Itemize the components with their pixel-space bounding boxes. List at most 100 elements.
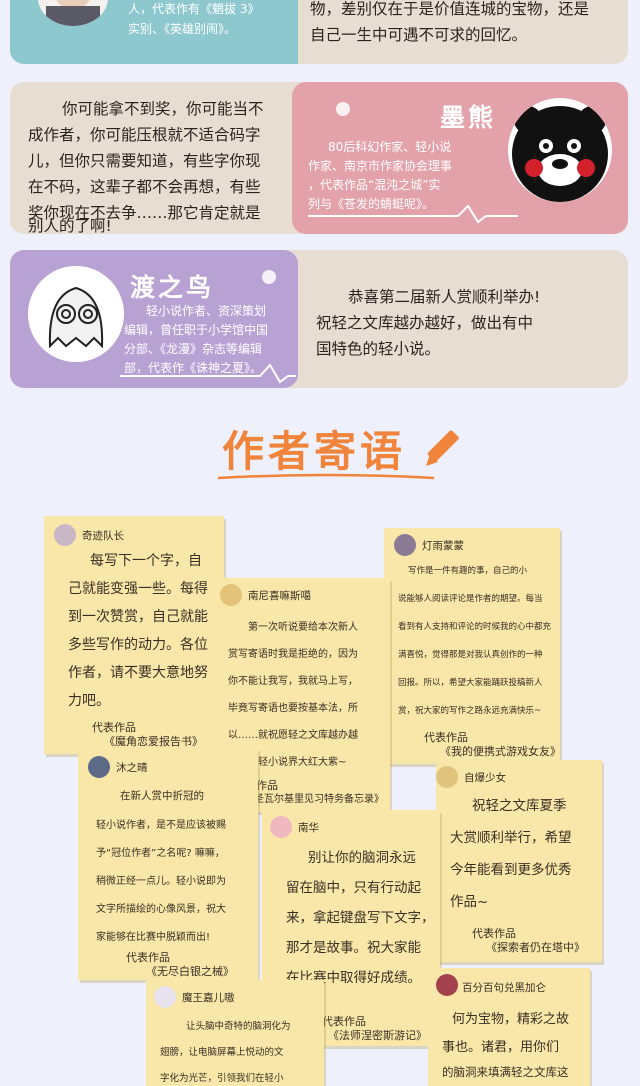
- author-message-line: 国特色的轻小说。: [316, 340, 441, 358]
- note-line: 作品~: [450, 894, 489, 910]
- author-intro-line: 分部、《龙漫》杂志等编辑: [124, 342, 263, 356]
- note-line: 予“冠位作者”之名呢? 嘛嘛，: [96, 848, 225, 859]
- author-intro-line: 轻小说作者、资深策划: [146, 304, 267, 318]
- note-line: 作者，请不要大意地努: [68, 665, 208, 681]
- note-line: 力吧。: [68, 693, 110, 709]
- note-line: 让头脑中奇特的脑洞化为: [186, 1021, 291, 1032]
- note-rep-label: 代表作品: [126, 951, 170, 964]
- author-avatar-icon: [270, 816, 292, 838]
- note-line: 文字所描绘的心像风景，祝大: [96, 904, 226, 915]
- note-line: 写作是一件有趣的事，自己的小: [408, 566, 528, 576]
- author-intro-line: 作家、南京市作家协会理事: [308, 159, 453, 173]
- note-rep-title: 《探索者仍在塔中》: [486, 941, 585, 954]
- author-name: 渡之鸟: [130, 273, 215, 302]
- note-line: 的脑洞来填满轻之文库这: [442, 1065, 569, 1079]
- note-rep-label: 代表作品: [322, 1015, 366, 1028]
- author-intro-line: 列与《苍发的蜻蜓呢》。: [308, 197, 435, 211]
- zigzag-line-icon: [308, 204, 518, 224]
- author-avatar-icon: [220, 584, 242, 606]
- author-note-name: 南尼喜嘛斯噶: [248, 590, 311, 602]
- author-avatar-icon: [154, 986, 176, 1008]
- note-line: 翅膀，让电脑屏幕上悦动的文: [160, 1047, 284, 1058]
- author-avatar-icon: [88, 756, 110, 778]
- note-line: 第一次听说要给本次新人: [248, 622, 358, 633]
- author-message-line: 在不码，这辈子都不会再想，有些: [28, 178, 261, 196]
- author-intro-line: 部，代表作《诛神之夏》。: [124, 361, 263, 375]
- author-message-line: 成作者，你可能压根就不适合码字: [28, 126, 261, 144]
- note-line: 今年能看到更多优秀: [450, 862, 572, 878]
- note-line: 字化为光芒，引领我们在轻小: [160, 1073, 284, 1084]
- author-note-name: 沐之晴: [116, 762, 148, 774]
- author-note-7: 魔王嘉儿嗷 让头脑中奇特的脑洞化为 翅膀，让电脑屏幕上悦动的文 字化为光芒，引领…: [146, 980, 324, 1086]
- author-intro-line: 编辑，曾任职于小学馆中国: [124, 323, 269, 337]
- note-line: 轻小说作者，是不是应该被赐: [96, 820, 226, 831]
- note-line: 在新人赏中折冠的: [120, 790, 204, 802]
- author-name: 墨熊: [440, 103, 497, 132]
- note-rep-label: 代表作品: [472, 927, 516, 940]
- note-rep-title: 《无尽白银之械》: [146, 965, 234, 978]
- author-avatar-icon: [54, 524, 76, 546]
- author-note-name: 南华: [298, 822, 319, 834]
- note-line: 来，拿起键盘写下文字，: [286, 910, 435, 926]
- note-rep-title: 《我的便携式游戏女友》: [440, 745, 561, 758]
- author-note-4: 沐之晴 在新人赏中折冠的 轻小说作者，是不是应该被赐 予“冠位作者”之名呢? 嘛…: [78, 748, 258, 980]
- ghost-avatar-icon: [28, 266, 124, 362]
- note-line: 好，在轻小说界大红大紫~: [228, 757, 347, 768]
- author-note-1: 奇迹队长 每写下一个字，自 己就能变强一些。每得 到一次赞赏，自己就能 多些写作…: [44, 516, 224, 754]
- note-line: 那才是故事。祝大家能: [286, 940, 421, 956]
- author-message-line: 儿，但你只需要知道，有些字你现: [28, 152, 261, 170]
- author-message-line: 恭喜第二届新人赏顺利举办!: [348, 288, 541, 306]
- author-card-2: 墨熊 80后科幻作家、轻小说 作家、南京市作家协会理事 ，代表作品“混沌之城”实…: [10, 82, 628, 234]
- author-intro-line: 人，代表作有《魍拔 3》: [128, 2, 260, 16]
- note-rep-title: 《圣瓦尔基里见习特务备忘录》: [244, 794, 384, 805]
- author-message-line: 祝轻之文库越办越好，做出有中: [316, 314, 534, 332]
- author-avatar-icon: [436, 766, 458, 788]
- author-note-name: 魔王嘉儿嗷: [182, 992, 235, 1004]
- author-message-line: 物，差别仅在于是价值连城的宝物，还是: [310, 0, 590, 18]
- author-note-name: 自爆少女: [464, 772, 506, 784]
- note-line: 满喜悦，觉得那是对我认真创作的一种: [398, 650, 543, 660]
- note-line: 稍微正经一点儿。轻小说即为: [96, 876, 226, 887]
- note-line: 留在脑中，只有行动起: [286, 880, 421, 896]
- note-line: 到一次赞赏，自己就能: [68, 609, 208, 625]
- author-note-6: 自爆少女 祝轻之文库夏季 大赏顺利举行，希望 今年能看到更多优秀 作品~ 代表作…: [436, 760, 602, 962]
- note-line: 以……就祝愿轻之文库越办越: [228, 730, 358, 741]
- note-rep-label: 代表作品: [92, 721, 136, 734]
- author-note-3: 灯雨蒙蒙 写作是一件有趣的事，自己的小 说能够人阅读评论是作者的期望。每当 看到…: [384, 528, 561, 764]
- note-rep-label: 代表作品: [424, 731, 468, 744]
- zigzag-line-icon: [120, 363, 296, 384]
- note-line: 你不能让我写，我就马上写，: [228, 676, 358, 687]
- author-card-1: 人，代表作有《魍拔 3》 实别、《英雄别闹》。 物，差别仅在于是价值连城的宝物，…: [10, 0, 628, 64]
- author-avatar-icon: [394, 534, 416, 556]
- author-intro-line: 80后科幻作家、轻小说: [328, 140, 452, 154]
- pencil-icon: [426, 430, 459, 466]
- note-line: 事也。诸君，用你们: [442, 1040, 560, 1055]
- note-line: 何为宝物，精彩之故: [452, 1012, 570, 1027]
- note-line: 赏，祝大家的写作之路永远充满快乐~: [398, 706, 542, 716]
- decorative-dot-icon: [336, 102, 350, 116]
- author-message-line: 自己一生中可遇不可求的回忆。: [310, 26, 528, 44]
- author-intro-line: ，代表作品“混沌之城”实: [308, 178, 441, 192]
- note-line: 大赏顺利举行，希望: [450, 830, 572, 846]
- author-note-8: 百分百句兑黑加仑 何为宝物，精彩之故 事也。诸君，用你们 的脑洞来填满轻之文库这: [428, 968, 590, 1086]
- author-note-name: 灯雨蒙蒙: [422, 540, 464, 552]
- note-rep-title: 《法师涅密斯游记》: [328, 1029, 427, 1042]
- note-line: 祝轻之文库夏季: [472, 798, 567, 814]
- note-line: 己就能变强一些。每得: [68, 581, 208, 597]
- kumamon-avatar-icon: [508, 98, 612, 202]
- author-card-3: 渡之鸟 轻小说作者、资深策划 编辑，曾任职于小学馆中国 分部、《龙漫》杂志等编辑…: [10, 250, 628, 388]
- author-message-line: 你可能拿不到奖，你可能当不: [62, 100, 264, 118]
- decorative-dot-icon: [262, 270, 276, 284]
- note-line: 回报。所以，希望大家能踊跃投稿新人: [398, 678, 543, 688]
- note-line: 看到有人支持和评论的时候我的心中都充: [398, 622, 552, 632]
- note-rep-title: 《魔角恋爱报告书》: [104, 735, 203, 748]
- note-line: 赏写寄语时我是拒绝的，因为: [228, 649, 358, 660]
- note-line: 毕竟写寄语也要按基本法，所: [228, 703, 358, 714]
- author-avatar-icon: [436, 974, 458, 996]
- note-line: 每写下一个字，自: [90, 553, 202, 569]
- author-note-name: 奇迹队长: [82, 530, 124, 542]
- note-line: 多些写作的动力。各位: [68, 637, 208, 653]
- note-line: 家能够在比赛中脱颖而出!: [96, 932, 211, 943]
- section-title: 作者寄语: [222, 427, 407, 476]
- author-intro-line: 实别、《英雄别闹》。: [128, 22, 237, 36]
